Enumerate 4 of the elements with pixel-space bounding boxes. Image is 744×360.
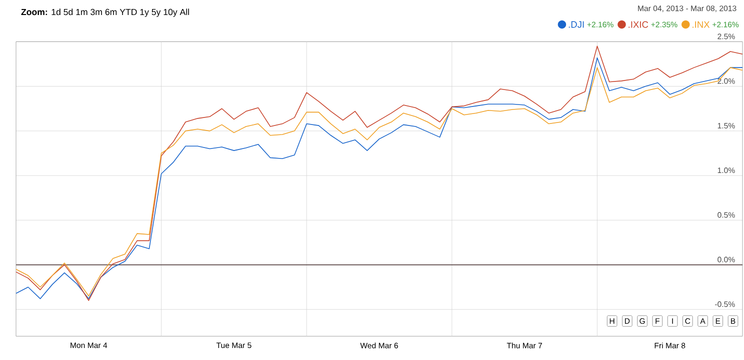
legend-label: .INX bbox=[692, 21, 710, 28]
legend-label: .DJI bbox=[568, 21, 584, 28]
text: Zoom: 1d 5d 1m 3m 6m YTD 1y 5y 10y All bbox=[21, 8, 189, 17]
legend-label: .IXIC bbox=[628, 21, 648, 28]
